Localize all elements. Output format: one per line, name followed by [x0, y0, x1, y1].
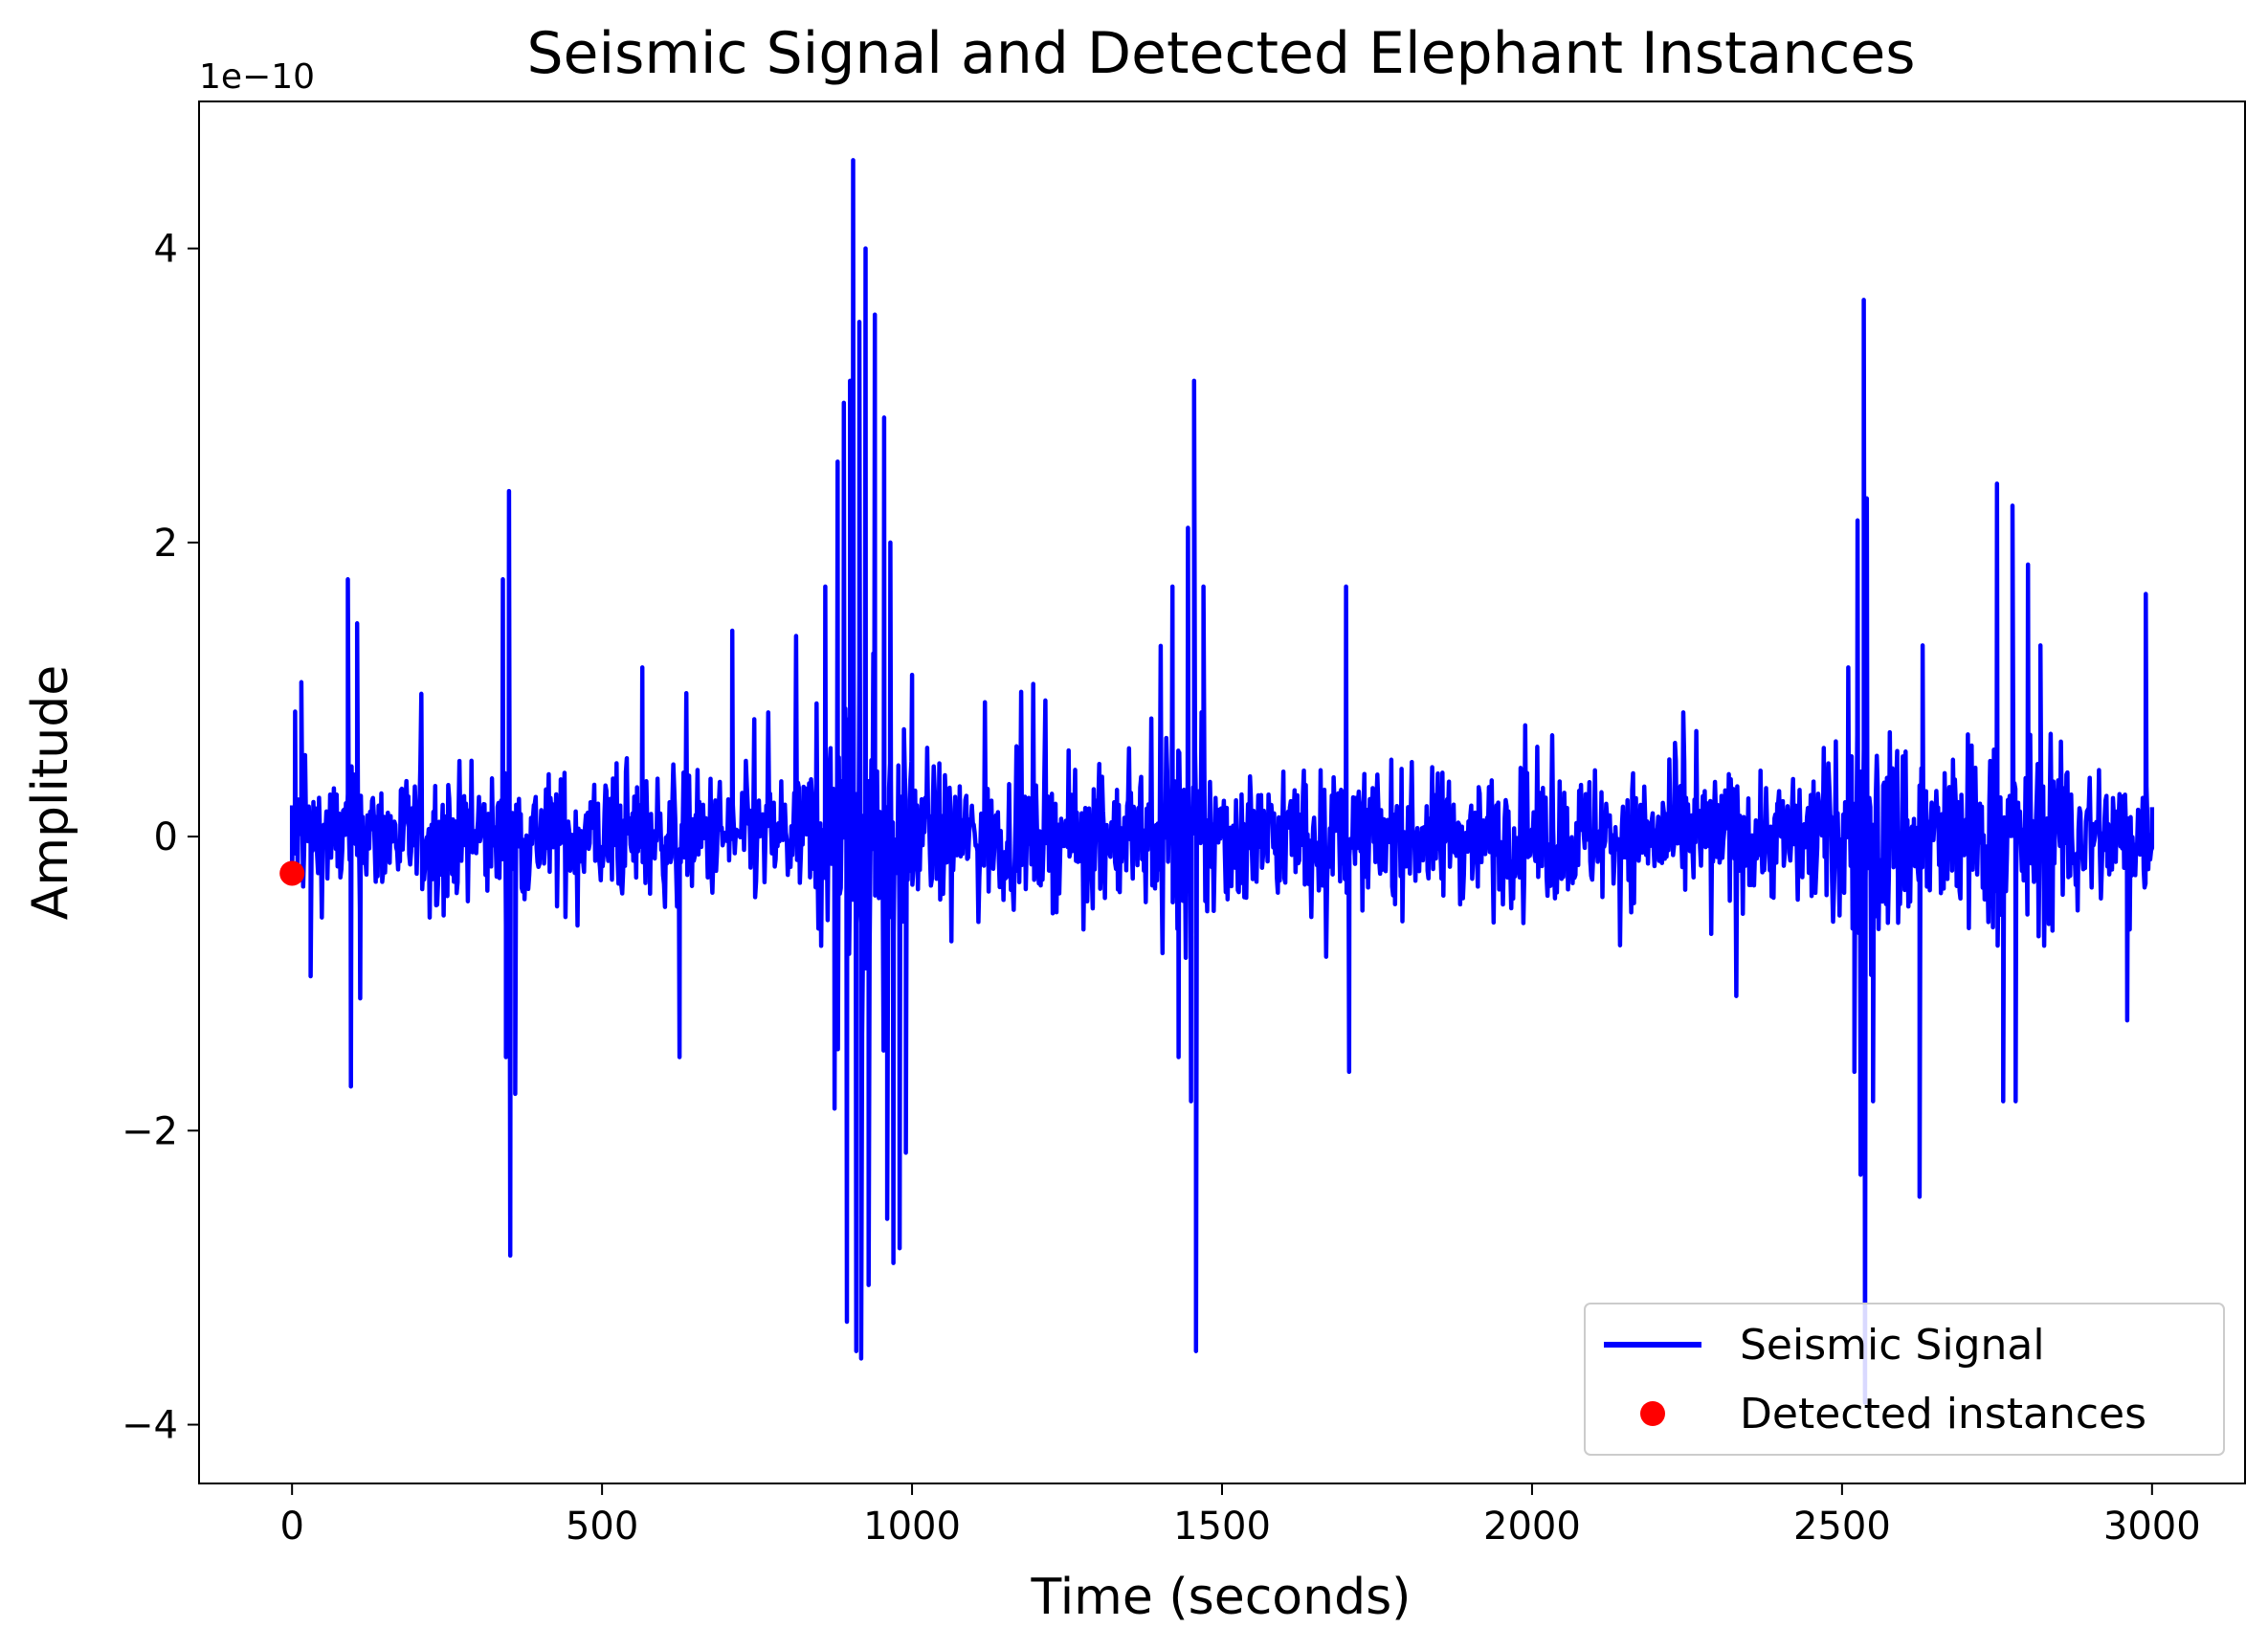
- x-axis-ticks: 0 500 1000 1500 2000 2500 3000: [279, 1483, 2201, 1549]
- detected-instance-point: [279, 860, 305, 886]
- legend-signal-label: Seismic Signal: [1740, 1321, 2045, 1370]
- y-tick-label: 0: [154, 815, 178, 859]
- x-tick-label: 1000: [863, 1505, 961, 1549]
- legend-frame: [1584, 1303, 2225, 1456]
- y-tick-label: −4: [122, 1404, 178, 1448]
- legend-detection-swatch: [1640, 1401, 1665, 1426]
- plot-area: [198, 100, 2246, 1484]
- x-tick-label: 1500: [1173, 1505, 1271, 1549]
- series-line-seismic-signal: [289, 158, 2155, 1405]
- x-tick-label: 500: [566, 1505, 638, 1549]
- y-tick-label: −2: [122, 1109, 178, 1153]
- legend-detection-label: Detected instances: [1740, 1390, 2146, 1438]
- y-scale-label: 1e−10: [199, 57, 315, 97]
- y-axis-label: Amplitude: [22, 665, 79, 920]
- y-tick-label: 4: [154, 228, 178, 272]
- series-layer: [279, 158, 2155, 1405]
- chart-title: Seismic Signal and Detected Elephant Ins…: [526, 20, 1915, 87]
- legend: Seismic Signal Detected instances: [1584, 1303, 2225, 1456]
- y-axis-ticks: −4 −2 0 2 4: [122, 228, 199, 1448]
- x-tick-label: 0: [279, 1505, 303, 1549]
- x-tick-label: 3000: [2103, 1505, 2201, 1549]
- x-tick-label: 2500: [1793, 1505, 1891, 1549]
- x-tick-label: 2000: [1483, 1505, 1581, 1549]
- x-axis-label: Time (seconds): [1031, 1569, 1412, 1626]
- y-tick-label: 2: [154, 522, 178, 566]
